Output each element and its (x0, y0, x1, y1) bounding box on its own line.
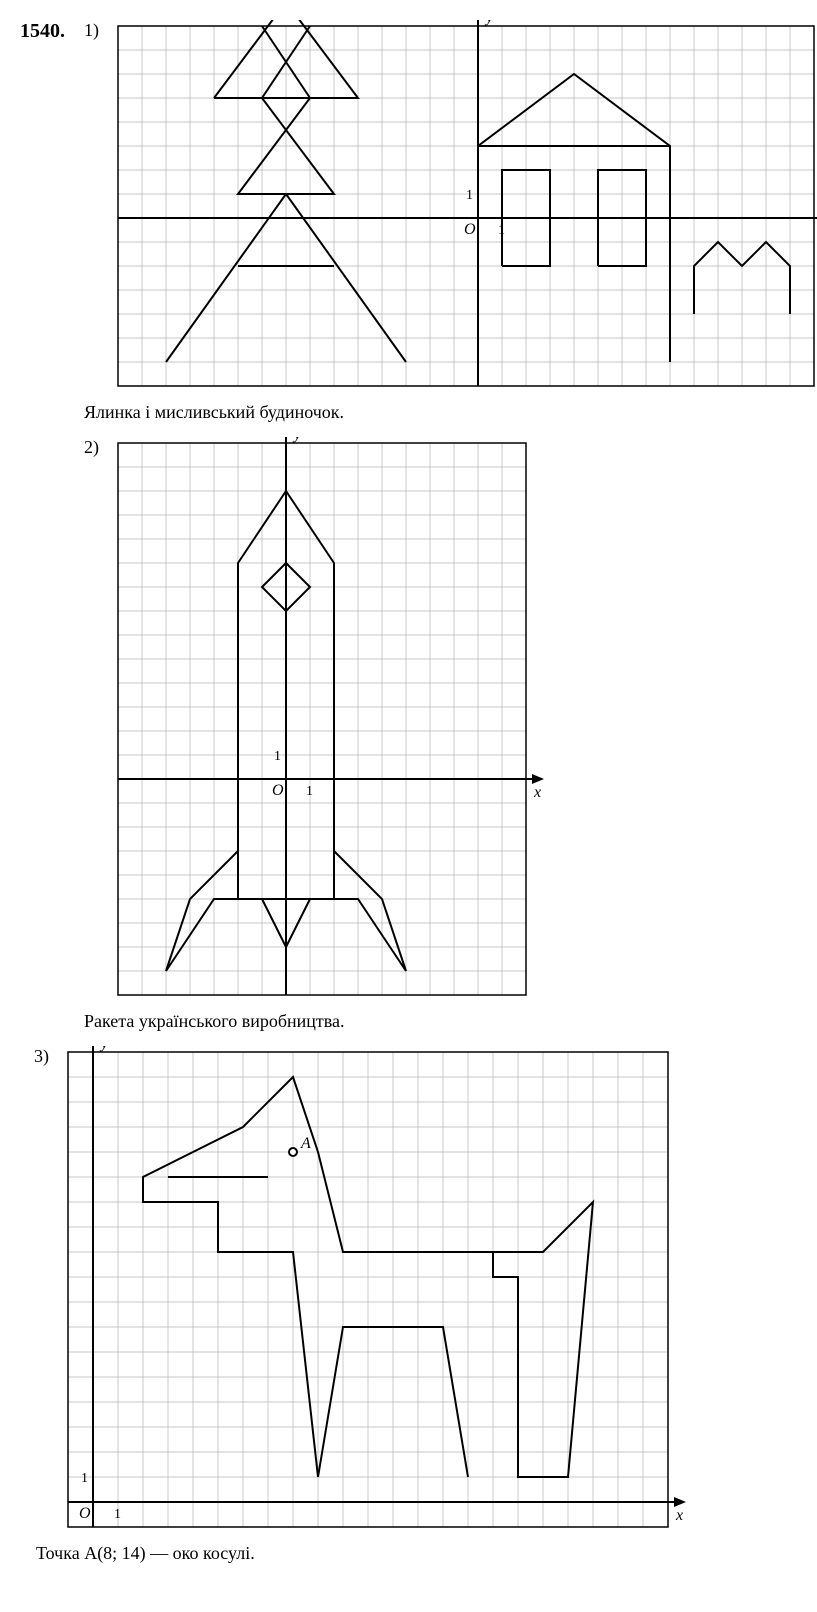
svg-text:x: x (533, 784, 541, 801)
svg-text:y: y (99, 1046, 109, 1052)
caption-1: Ялинка і мисливський будиночок. (84, 402, 817, 423)
figure-2: y x O 1 1 (112, 437, 556, 1005)
part-3-label: 3) (34, 1046, 58, 1067)
part-2: 2) y x O 1 1 (84, 437, 817, 1005)
figure-3: y x O 1 1 A (62, 1046, 698, 1537)
svg-text:y: y (292, 437, 302, 443)
svg-text:1: 1 (306, 784, 313, 799)
part-1: 1) yxO11 (84, 20, 817, 396)
part-1-label: 1) (84, 20, 108, 41)
figure-1: yxO11 (112, 20, 817, 396)
caption-2: Ракета українського виробництва. (84, 1011, 817, 1032)
svg-text:x: x (675, 1507, 683, 1524)
svg-text:A: A (300, 1135, 311, 1152)
svg-text:O: O (79, 1505, 91, 1522)
svg-text:1: 1 (274, 749, 281, 764)
svg-text:1: 1 (114, 1507, 121, 1522)
svg-text:1: 1 (81, 1471, 88, 1486)
problem-number: 1540. (20, 20, 76, 43)
svg-text:1: 1 (466, 188, 473, 203)
part-2-label: 2) (84, 437, 108, 458)
caption-3: Точка A(8; 14) — око косулі. (36, 1543, 797, 1564)
svg-text:y: y (484, 20, 494, 26)
svg-text:O: O (272, 782, 284, 799)
svg-text:O: O (464, 221, 476, 238)
